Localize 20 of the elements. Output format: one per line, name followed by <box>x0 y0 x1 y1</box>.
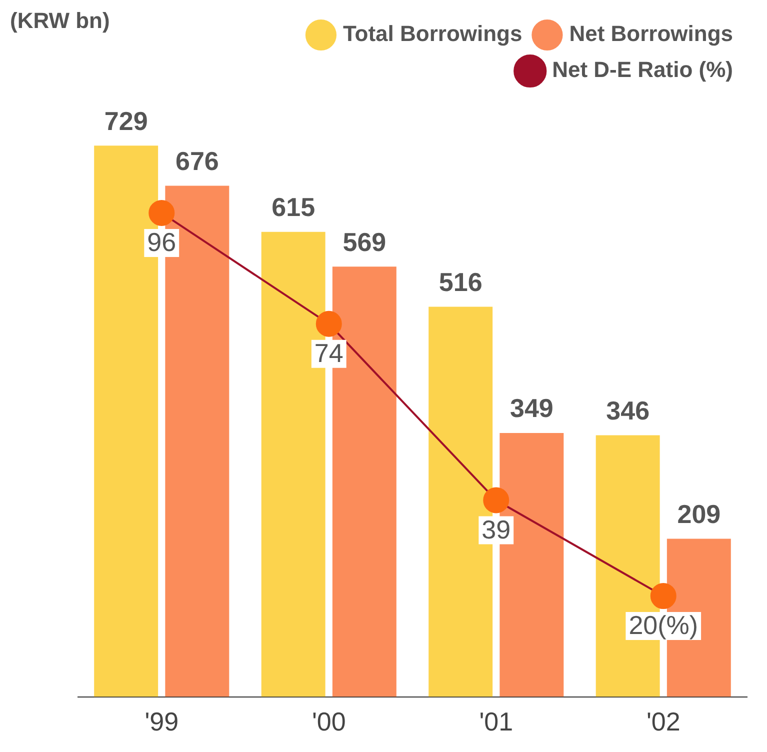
data-label: 20(%) <box>628 610 698 640</box>
x-tick-label: '99 <box>144 706 179 737</box>
data-label: 209 <box>677 498 721 529</box>
legend-label: Net Borrowings <box>569 21 734 46</box>
data-label: 96 <box>147 227 176 258</box>
data-label: 569 <box>342 226 386 257</box>
legend-label: Total Borrowings <box>342 21 522 46</box>
x-tick-label: '00 <box>312 706 346 737</box>
data-label: 74 <box>314 338 344 368</box>
x-tick-label: '02 <box>646 706 680 737</box>
data-label: 729 <box>104 106 148 136</box>
text: (KRW bn) <box>10 8 110 34</box>
data-label: 615 <box>272 192 316 222</box>
data-label: 346 <box>606 395 650 426</box>
data-label: 39 <box>482 514 511 544</box>
data-label: 676 <box>175 146 219 176</box>
legend-label: Net D-E Ratio (%) <box>552 57 734 82</box>
x-tick-label: '01 <box>479 706 514 737</box>
data-label: 349 <box>510 393 554 424</box>
data-label: 516 <box>438 266 482 297</box>
